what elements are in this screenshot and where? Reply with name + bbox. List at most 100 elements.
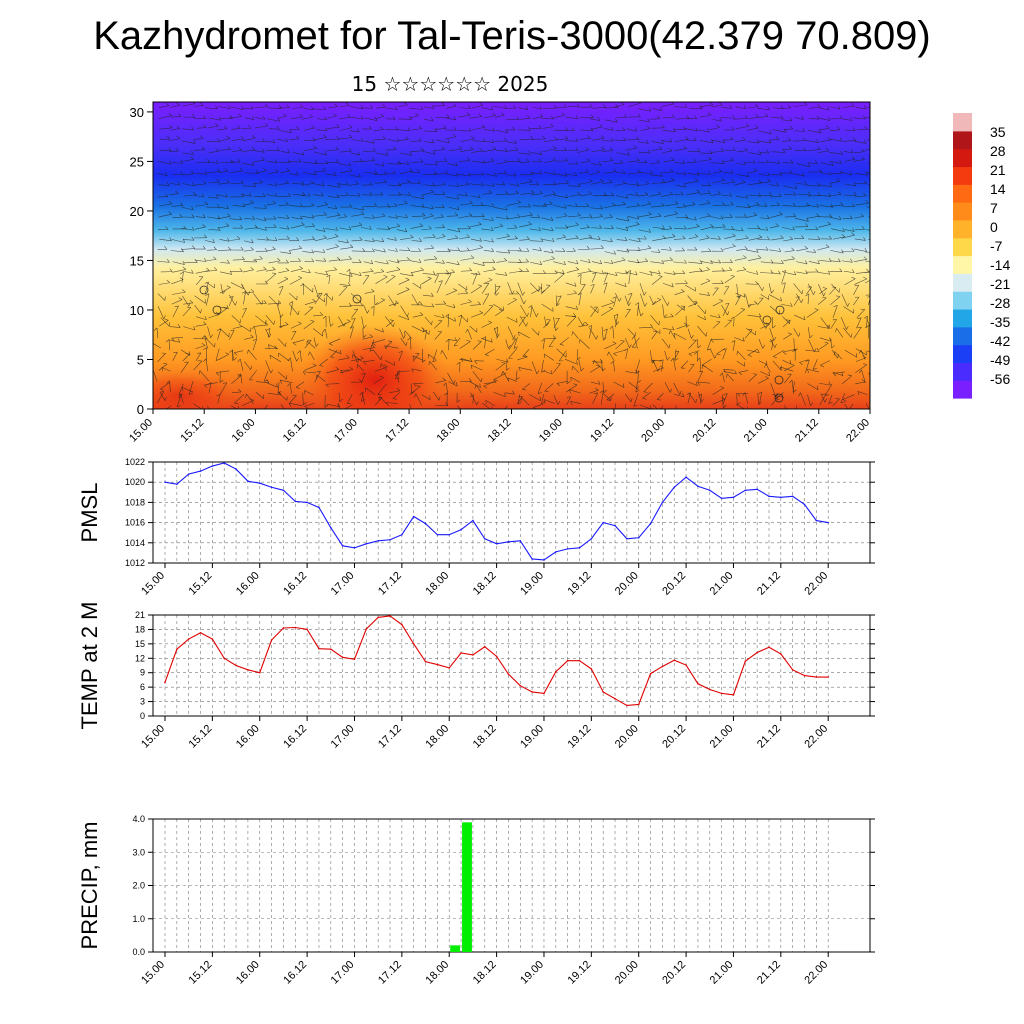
wind-barb-flag — [272, 266, 276, 270]
wind-barb-flag — [646, 125, 651, 129]
wind-barb-flag — [242, 308, 247, 310]
wind-barb-flag — [275, 182, 278, 187]
wind-barb — [796, 193, 811, 196]
wind-barb — [195, 352, 202, 362]
wind-barb-flag — [756, 139, 760, 144]
x-tick-label: 16.00 — [234, 570, 262, 598]
wind-barb-flag — [210, 334, 214, 338]
wind-barb — [396, 289, 410, 295]
wind-barb — [434, 320, 443, 329]
wind-barb-flag — [661, 140, 664, 144]
wind-barb — [181, 248, 195, 250]
wind-barb — [265, 360, 272, 374]
wind-barb — [771, 339, 774, 351]
wind-barb — [279, 379, 293, 383]
wind-barb-flag — [264, 247, 268, 252]
wind-barb — [724, 320, 732, 328]
wind-barb-flag — [312, 363, 317, 366]
wind-barb-flag — [226, 285, 231, 288]
wind-barb-flag — [202, 224, 206, 228]
wind-barb — [781, 270, 786, 284]
wind-barb-flag — [827, 270, 831, 275]
wind-barb — [807, 162, 818, 165]
wind-barb-flag — [443, 382, 447, 387]
wind-barb-flag — [413, 393, 417, 398]
wind-barb — [231, 149, 242, 152]
wind-barb-flag — [418, 137, 422, 142]
wind-barb — [543, 353, 554, 361]
wind-barb — [349, 272, 362, 276]
wind-barb — [244, 172, 259, 174]
wind-barb-flag — [714, 354, 717, 359]
wind-barb — [664, 236, 676, 239]
wind-barb — [784, 216, 796, 218]
wind-barb — [160, 382, 170, 390]
wind-barb-flag — [493, 379, 497, 383]
wind-barb-flag — [833, 305, 838, 307]
wind-barb — [771, 262, 784, 264]
wind-barb-flag — [628, 302, 631, 307]
wind-barb — [565, 282, 577, 287]
wind-barb-flag — [781, 270, 786, 273]
pmsl-point — [590, 537, 593, 540]
wind-barb — [434, 206, 445, 209]
wind-barb — [373, 129, 384, 132]
wind-barb — [856, 317, 862, 329]
wind-barb-flag — [515, 190, 519, 194]
wind-barb — [553, 318, 560, 328]
wind-barb-flag — [852, 127, 856, 132]
temp-point — [353, 658, 356, 661]
wind-barb — [445, 196, 459, 200]
wind-barb — [278, 371, 287, 380]
temp-point — [614, 697, 616, 700]
wind-barb-flag — [644, 302, 648, 307]
wind-barb — [748, 374, 757, 382]
wind-barb — [350, 358, 364, 362]
wind-barb — [508, 249, 522, 252]
wind-barb — [794, 117, 804, 120]
wind-barb-flag — [849, 215, 853, 219]
wind-barb — [688, 261, 703, 264]
wind-barb-flag — [719, 102, 723, 106]
wind-barb — [817, 246, 830, 251]
wind-barb-flag — [501, 361, 506, 364]
wind-barb — [723, 139, 734, 141]
pmsl-point — [637, 536, 640, 539]
wind-barb-flag — [469, 357, 473, 362]
wind-barb-flag — [609, 214, 613, 218]
wind-barb-flag — [374, 302, 379, 306]
wind-barb — [459, 341, 471, 349]
panel-frame — [152, 614, 871, 717]
wind-barb-flag — [171, 338, 175, 342]
wind-barb — [791, 380, 794, 395]
wind-barb-flag — [526, 268, 529, 272]
x-tick-label: 15.12 — [187, 570, 215, 598]
wind-barb-flag — [790, 302, 793, 307]
wind-barb — [697, 159, 712, 162]
wind-barb — [865, 171, 870, 174]
wind-barb — [830, 118, 843, 120]
wind-barb-flag — [250, 246, 254, 251]
wind-barb — [616, 239, 628, 241]
wind-barb — [590, 247, 604, 250]
wind-barb-flag — [817, 104, 821, 108]
wind-barb-flag — [697, 148, 701, 152]
wind-barb-flag — [204, 384, 208, 388]
wind-barb — [506, 174, 517, 177]
wind-barb-flag — [837, 258, 841, 263]
wind-barb-flag — [179, 271, 184, 275]
wind-barb-flag — [204, 335, 208, 340]
wind-barb — [520, 304, 528, 317]
wind-barb-flag — [658, 270, 661, 275]
wind-barb-flag — [842, 227, 845, 232]
y-axis-label: TEMP at 2 M — [77, 602, 102, 730]
wind-barb-flag — [322, 182, 325, 187]
wind-barb — [768, 294, 782, 302]
wind-barb — [745, 283, 758, 285]
y-tick-label: 25 — [130, 154, 144, 169]
wind-barb-flag — [822, 296, 827, 299]
y-tick-label: 9 — [140, 668, 145, 678]
wind-barb-flag — [621, 257, 626, 261]
wind-barb — [267, 118, 280, 122]
wind-barb — [842, 375, 853, 384]
